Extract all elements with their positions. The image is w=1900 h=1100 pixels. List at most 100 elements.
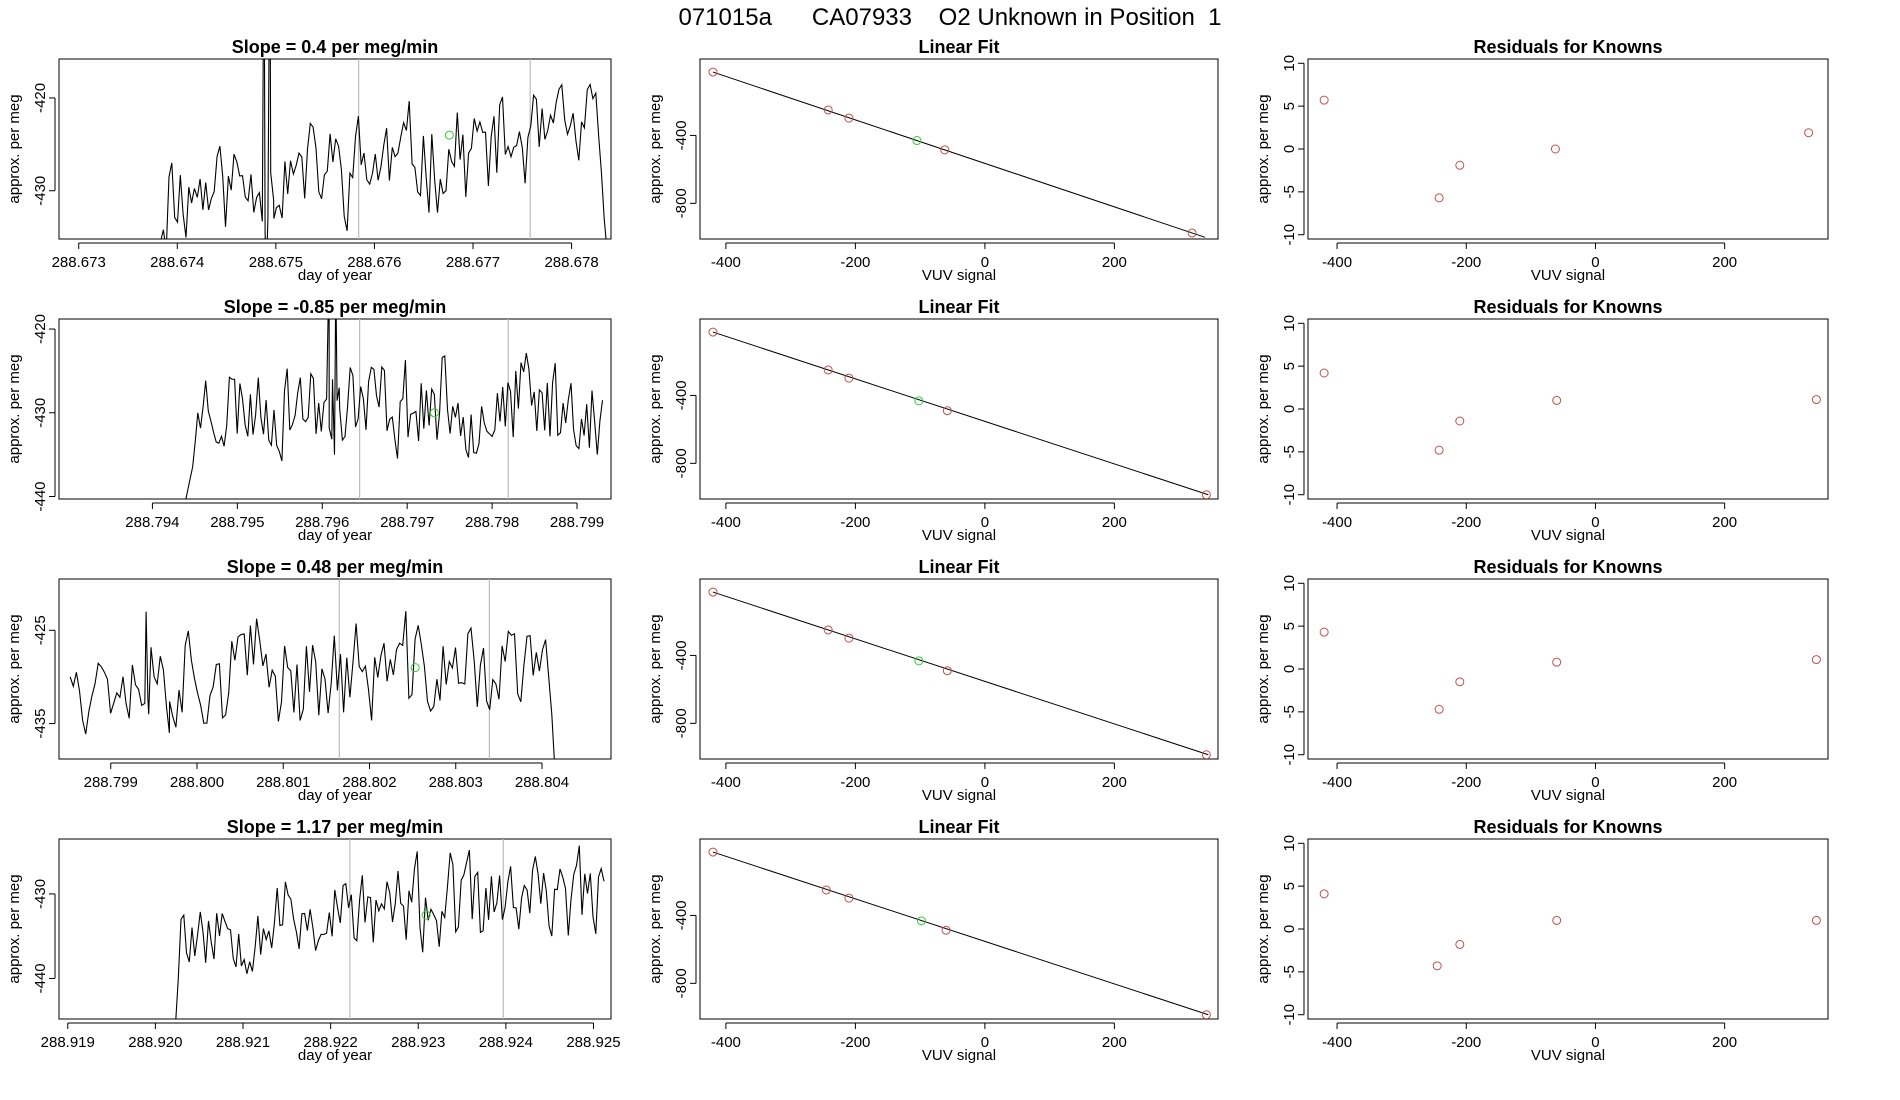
y-tick-label: -10 (1281, 484, 1298, 506)
x-tick-label: 288.678 (544, 254, 598, 271)
y-tick-label: 5 (1281, 102, 1298, 110)
y-tick-label: 5 (1281, 882, 1298, 890)
x-tick-label: 288.923 (391, 1034, 445, 1051)
x-axis-label: day of year (298, 267, 372, 284)
known-point (1455, 416, 1465, 426)
known-point (1201, 490, 1211, 499)
x-tick-label: 288.919 (41, 1034, 95, 1051)
y-axis-label: approx. per meg (647, 354, 664, 463)
x-axis-label: VUV signal (922, 267, 996, 284)
x-tick-label: 288.920 (128, 1034, 182, 1051)
panel-resid-1: Residuals for Knowns -400 -200 0 200 VUV sign… (1255, 297, 1829, 544)
plot-area (708, 67, 1206, 238)
x-tick-label: 288.675 (249, 254, 303, 271)
known-point (1319, 627, 1329, 637)
known-point (823, 365, 833, 375)
y-axis-label: approx. per meg (6, 354, 23, 463)
x-tick-label: -400 (711, 1034, 741, 1051)
y-axis-label: approx. per meg (6, 94, 23, 203)
x-tick-label: 288.673 (52, 254, 106, 271)
x-axis-label: VUV signal (922, 527, 996, 544)
y-tick-label: -800 (673, 708, 690, 738)
known-point (1811, 395, 1821, 405)
x-tick-label: -200 (1451, 774, 1481, 791)
known-point (1804, 128, 1814, 138)
plot-area (160, 59, 607, 239)
y-tick-label: -440 (32, 963, 49, 993)
x-tick-label: 288.925 (566, 1034, 620, 1051)
plot-frame (1307, 578, 1829, 760)
known-point (708, 67, 718, 77)
known-point (941, 925, 951, 935)
y-tick-label: 10 (1281, 55, 1298, 72)
plot-frame (1307, 838, 1829, 1020)
y-tick-label: -10 (1281, 1004, 1298, 1026)
plot-title: Slope = -0.85 per meg/min (224, 297, 447, 317)
y-tick-label: 0 (1281, 665, 1298, 673)
y-axis-label: approx. per meg (1255, 354, 1272, 463)
known-point (1811, 915, 1821, 925)
x-tick-label: -200 (840, 254, 870, 271)
unknown-point (916, 916, 926, 926)
plot-title: Residuals for Knowns (1473, 557, 1662, 577)
panel-resid-3: Residuals for Knowns -400 -200 0 200 VUV sign… (1255, 817, 1829, 1064)
plot-area (69, 579, 555, 759)
plot-area (708, 847, 1211, 1019)
y-tick-label: -5 (1281, 445, 1298, 458)
y-tick-label: -10 (1281, 224, 1298, 246)
x-tick-label: 288.794 (125, 514, 179, 531)
x-tick-label: 288.674 (150, 254, 204, 271)
plot-frame (58, 58, 612, 240)
known-point (1434, 193, 1444, 203)
plot-title: Slope = 0.4 per meg/min (232, 37, 439, 57)
known-point (942, 666, 952, 676)
known-point (823, 105, 833, 115)
x-tick-label: 0 (1591, 774, 1599, 791)
x-tick-label: -200 (840, 514, 870, 531)
plot-title: Slope = 1.17 per meg/min (227, 817, 444, 837)
x-tick-label: -200 (840, 774, 870, 791)
y-tick-label: -435 (32, 709, 49, 739)
x-tick-label: -400 (711, 254, 741, 271)
known-point (823, 625, 833, 635)
plot-title: Linear Fit (918, 557, 999, 577)
known-point (844, 373, 854, 383)
y-axis-label: approx. per meg (647, 614, 664, 723)
panel-resid-0: Residuals for Knowns -400 -200 0 200 VUV sign… (1255, 37, 1829, 284)
y-tick-label: -430 (32, 176, 49, 206)
x-axis-label: VUV signal (922, 1047, 996, 1064)
panel-fit-0: Linear Fit -400 -200 0 200 VUV signal -400 -800… (647, 37, 1219, 284)
fit-line (712, 591, 1209, 756)
y-tick-label: 5 (1281, 362, 1298, 370)
x-tick-label: 288.922 (304, 1034, 358, 1051)
x-axis-label: VUV signal (1531, 1047, 1605, 1064)
y-tick-label: -420 (32, 314, 49, 344)
y-tick-label: 10 (1281, 315, 1298, 332)
x-tick-label: -400 (1322, 1034, 1352, 1051)
known-point (1811, 655, 1821, 665)
known-point (708, 587, 718, 597)
known-point (1319, 368, 1329, 378)
known-point (942, 406, 952, 416)
plot-area (1319, 627, 1821, 714)
x-axis-label: VUV signal (1531, 267, 1605, 284)
x-tick-label: 0 (981, 1034, 989, 1051)
y-tick-label: 10 (1281, 575, 1298, 592)
plot-area (1319, 95, 1814, 203)
known-point (1552, 915, 1562, 925)
fit-line (712, 331, 1209, 496)
plot-title: Residuals for Knowns (1473, 37, 1662, 57)
y-tick-label: 0 (1281, 405, 1298, 413)
panel-trace-2: Slope = 0.48 per meg/min 288.799 288.800 28… (6, 557, 612, 804)
x-tick-label: 200 (1102, 514, 1127, 531)
plot-title: Linear Fit (918, 297, 999, 317)
x-tick-label: 200 (1712, 1034, 1737, 1051)
x-tick-label: 288.802 (342, 774, 396, 791)
x-tick-label: 288.677 (446, 254, 500, 271)
unknown-marker (410, 663, 420, 673)
known-point (708, 847, 718, 857)
x-tick-label: 288.796 (295, 514, 349, 531)
x-tick-label: -400 (711, 774, 741, 791)
signal-line (185, 319, 604, 499)
x-tick-label: 0 (1591, 514, 1599, 531)
